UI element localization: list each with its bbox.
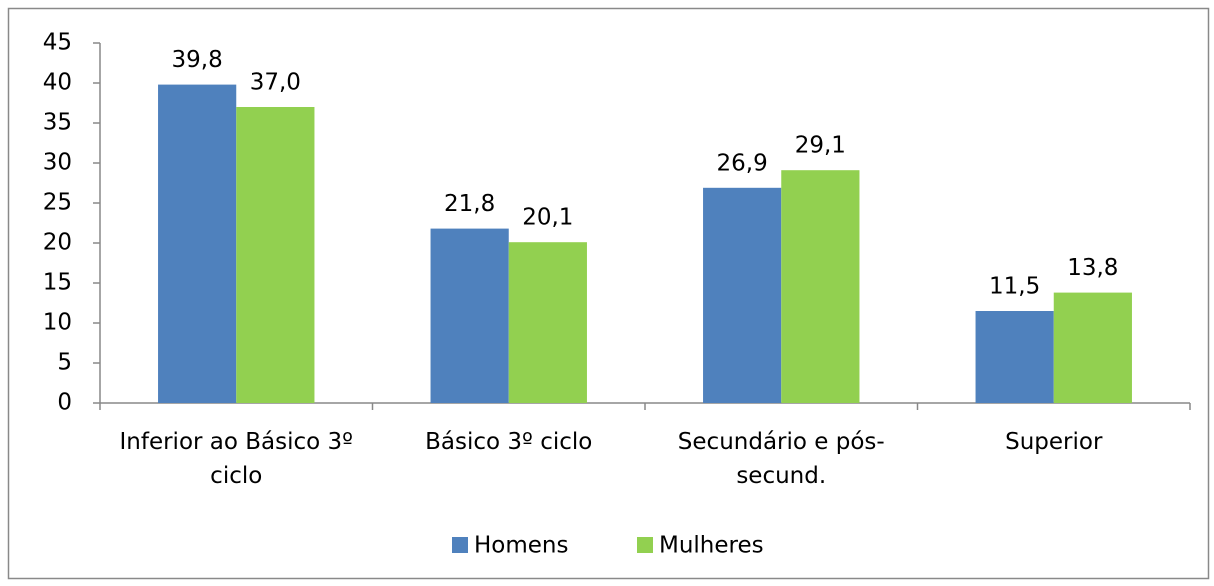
y-tick-label: 10 (43, 310, 72, 336)
bar (430, 228, 509, 403)
data-label: 39,8 (172, 47, 223, 73)
y-tick-label: 45 (43, 30, 72, 56)
data-label: 29,1 (795, 133, 846, 159)
y-tick-label: 40 (43, 70, 72, 96)
bar (781, 170, 860, 403)
data-label: 11,5 (989, 274, 1040, 300)
legend-label: Mulheres (659, 533, 764, 559)
legend-swatch (452, 537, 468, 553)
y-tick-label: 5 (57, 350, 72, 376)
y-tick-label: 35 (43, 110, 72, 136)
y-tick-label: 20 (43, 230, 72, 256)
x-tick-label: Secundário e pós-secund. (677, 429, 885, 489)
legend-label: Homens (474, 533, 568, 559)
data-label: 13,8 (1067, 255, 1118, 281)
bar (703, 187, 782, 403)
legend-swatch (637, 537, 653, 553)
x-tick-label: Inferior ao Básico 3º ciclo (119, 429, 353, 489)
y-tick-label: 30 (43, 150, 72, 176)
bar (236, 107, 315, 403)
bar (508, 242, 587, 403)
y-tick-label: 0 (57, 390, 72, 416)
bar (975, 311, 1054, 403)
data-label: 37,0 (250, 70, 301, 96)
data-label: 26,9 (717, 150, 768, 176)
data-label: 21,8 (444, 191, 495, 217)
bar (1053, 292, 1132, 403)
y-tick-label: 15 (43, 270, 72, 296)
x-tick-label: Básico 3º ciclo (425, 429, 593, 455)
x-tick-label: Superior (1005, 429, 1103, 455)
bar (158, 84, 237, 403)
y-tick-label: 25 (43, 190, 72, 216)
data-label: 20,1 (522, 205, 573, 231)
